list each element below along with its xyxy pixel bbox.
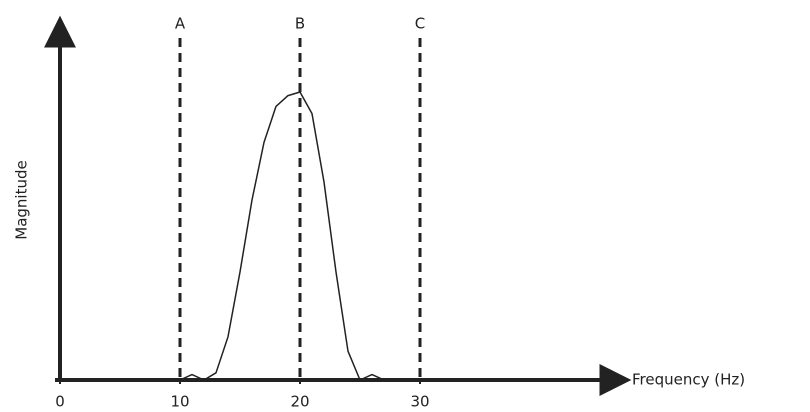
y-axis-label: Magnitude bbox=[13, 160, 31, 239]
x-axis-label: Frequency (Hz) bbox=[632, 371, 745, 389]
x-tick-label: 20 bbox=[290, 393, 309, 411]
marker-label: C bbox=[415, 15, 425, 33]
x-tick-label: 0 bbox=[55, 393, 65, 411]
marker-label: A bbox=[175, 15, 186, 33]
x-tick-label: 30 bbox=[410, 393, 429, 411]
marker-label: B bbox=[295, 15, 305, 33]
x-tick-label: 10 bbox=[170, 393, 189, 411]
curve bbox=[179, 91, 385, 381]
